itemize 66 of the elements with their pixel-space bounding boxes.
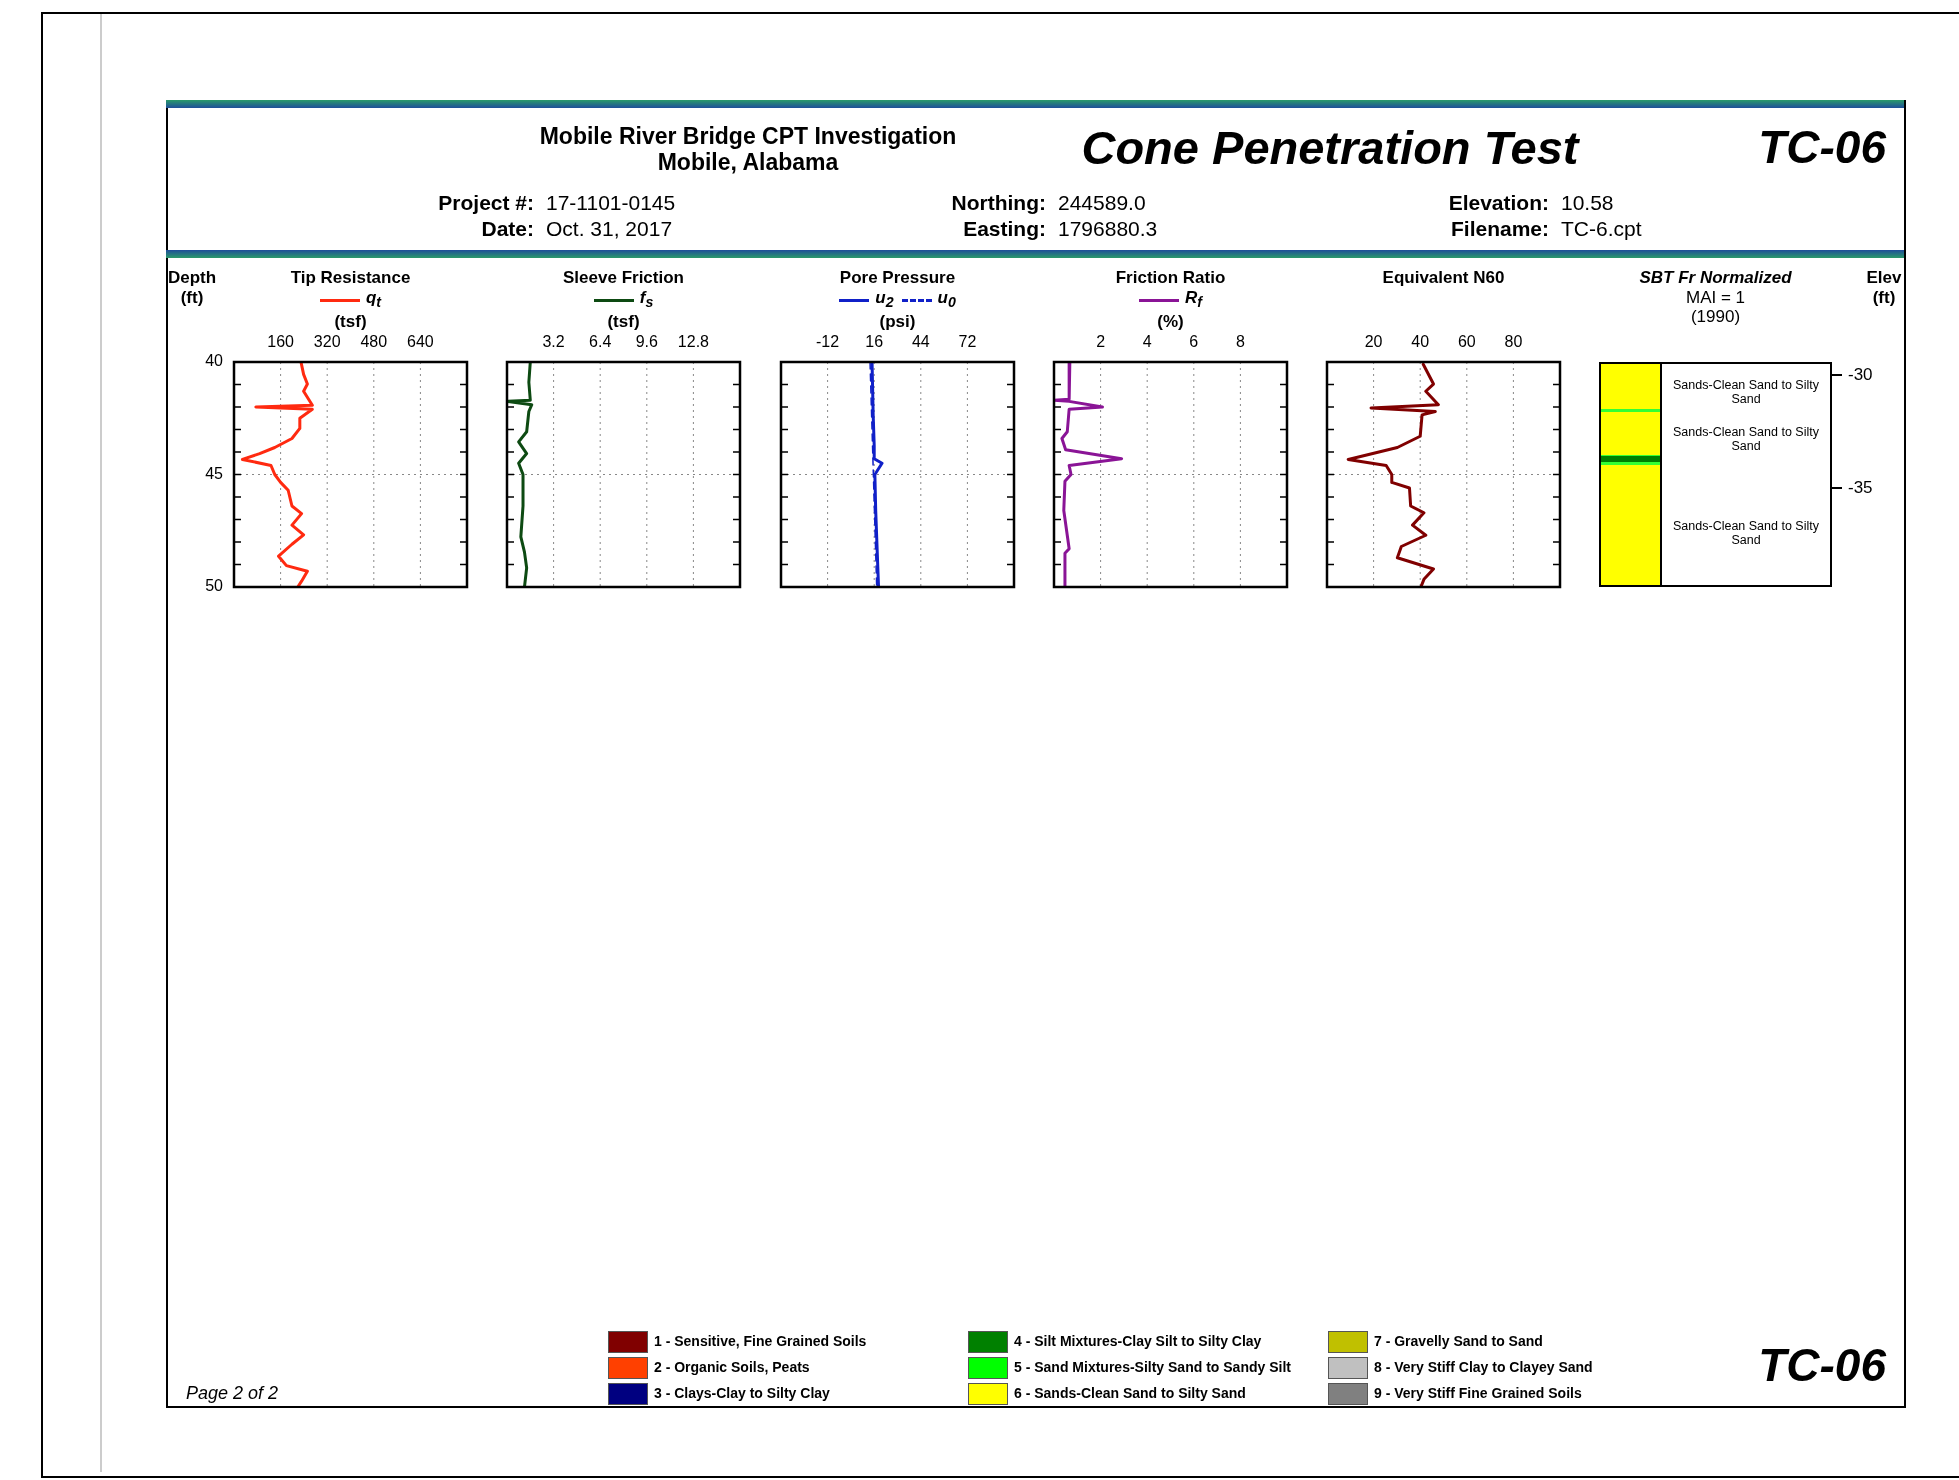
x-tick-label: 9.6 bbox=[635, 332, 659, 350]
chart-title: Tip Resistance bbox=[290, 268, 411, 287]
text: Cone Penetration Test bbox=[1080, 120, 1581, 175]
legend-label: u$_{0}$ bbox=[937, 288, 956, 313]
text: Northing: 244589.0 bbox=[951, 191, 1146, 215]
x-axis-title: (psi) bbox=[878, 312, 917, 333]
x-tick-label: 6.4 bbox=[589, 332, 612, 350]
x-tick-label: -12 bbox=[816, 332, 840, 350]
x-axis-title: (tsf) bbox=[333, 312, 368, 333]
chart-title: Pore Pressure bbox=[838, 268, 957, 288]
x-axis-title: (tsf) bbox=[606, 312, 641, 333]
x-tick-label: 480 bbox=[360, 332, 388, 350]
category-label: 3 - Clays-Clay to Silty Clay bbox=[654, 1385, 830, 1401]
chart-title: Sleeve Friction bbox=[562, 268, 685, 288]
x-tick-label: 320 bbox=[313, 332, 341, 350]
x-tick-label: 60 bbox=[1457, 332, 1476, 350]
text: Sands-Clean Sand to Silty Sand bbox=[1672, 519, 1820, 548]
x-tick-label: 80 bbox=[1504, 332, 1523, 350]
x-tick-label: 160 bbox=[267, 332, 295, 350]
text: -30 bbox=[1848, 365, 1873, 386]
x-tick-label: 16 bbox=[865, 332, 884, 350]
text: Easting: 1796880.3 bbox=[963, 217, 1158, 241]
chart-title: Equivalent N60 bbox=[1381, 268, 1506, 288]
category-label: 2 - Organic Soils, Peats bbox=[654, 1359, 810, 1375]
text: -35 bbox=[1848, 477, 1873, 498]
x-axis-title: (%) bbox=[1156, 312, 1185, 333]
category-label: 1 - Sensitive, Fine Grained Soils bbox=[654, 1333, 867, 1349]
x-tick-label: 640 bbox=[407, 332, 434, 350]
legend-label: R$_{f}$ bbox=[1185, 288, 1202, 313]
x-tick-label: 40 bbox=[1411, 332, 1430, 350]
x-tick-label: 12.8 bbox=[677, 332, 710, 350]
x-tick-label: 20 bbox=[1364, 332, 1383, 350]
x-tick-label: 4 bbox=[1142, 332, 1152, 350]
text: SBT Fr Normalized bbox=[1638, 268, 1793, 288]
y-tick-label: 45 bbox=[205, 464, 224, 482]
text: Mobile River Bridge CPT Investigation Mobile, Alabama bbox=[538, 123, 958, 176]
x-tick-label: 3.2 bbox=[542, 332, 565, 350]
category-label: 5 - Sand Mixtures-Silty Sand to Sandy Silt bbox=[1014, 1359, 1291, 1375]
category-label: 8 - Very Stiff Clay to Clayey Sand bbox=[1374, 1359, 1593, 1375]
category-label: 4 - Silt Mixtures-Clay Silt to Silty Clay bbox=[1014, 1333, 1262, 1349]
y-tick-label: 50 bbox=[205, 577, 224, 595]
category-label: 6 - Sands-Clean Sand to Silty Sand bbox=[1014, 1385, 1246, 1401]
text: Filename: TC-6.cpt bbox=[1450, 217, 1642, 241]
y-axis-title: Depth (ft) bbox=[166, 268, 218, 308]
x-tick-label: 44 bbox=[911, 332, 930, 350]
x-tick-label: 8 bbox=[1235, 332, 1245, 350]
y-tick-label: 40 bbox=[205, 352, 224, 370]
text: Sands-Clean Sand to Silty Sand bbox=[1672, 377, 1820, 406]
text: Elev (ft) bbox=[1865, 268, 1903, 308]
text: Page 2 of 2 bbox=[186, 1383, 279, 1404]
legend-label: u$_{2}$ bbox=[875, 288, 894, 313]
text: TC-06 bbox=[1758, 120, 1886, 174]
text: Date: Oct. 31, 2017 bbox=[481, 217, 673, 241]
legend-label: f$_{s}$ bbox=[639, 288, 654, 313]
text: Sands-Clean Sand to Silty Sand bbox=[1672, 424, 1820, 453]
text: Elevation: 10.58 bbox=[1448, 191, 1614, 215]
text: MAI = 1 (1990) bbox=[1684, 288, 1747, 326]
category-label: 9 - Very Stiff Fine Grained Soils bbox=[1374, 1385, 1582, 1401]
text: Project #: 17-1101-0145 bbox=[438, 191, 676, 215]
category-label: 7 - Gravelly Sand to Sand bbox=[1374, 1333, 1543, 1349]
x-tick-label: 2 bbox=[1096, 332, 1106, 350]
legend-label: q$_{t}$ bbox=[365, 288, 382, 313]
x-tick-label: 72 bbox=[958, 332, 977, 350]
x-tick-label: 6 bbox=[1189, 332, 1199, 350]
chart-title: Friction Ratio bbox=[1114, 268, 1227, 288]
text: TC-06 bbox=[1758, 1338, 1886, 1392]
